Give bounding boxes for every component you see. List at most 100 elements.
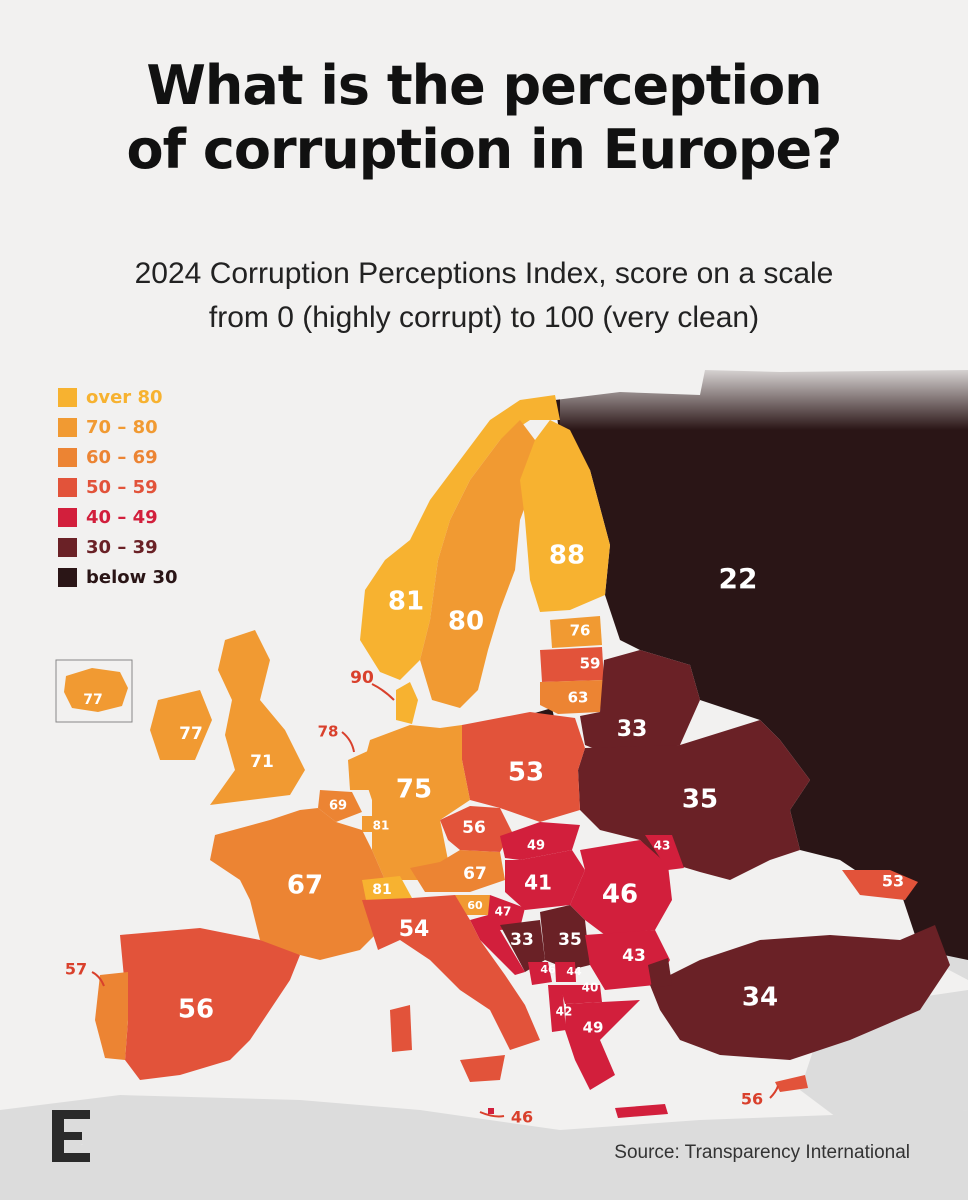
score-czechia: 56 bbox=[462, 818, 486, 838]
legend-swatch bbox=[58, 417, 77, 437]
legend-label: 30 – 39 bbox=[86, 536, 158, 558]
iceland-inset-frame bbox=[55, 659, 133, 723]
subtitle-line-1: 2024 Corruption Perceptions Index, score… bbox=[134, 257, 834, 290]
score-georgia: 53 bbox=[882, 872, 904, 891]
score-bulgaria: 43 bbox=[622, 946, 646, 966]
score-romania: 46 bbox=[602, 880, 638, 910]
title-line-2: of corruption in Europe? bbox=[126, 118, 843, 181]
legend-swatch bbox=[58, 447, 77, 467]
country-serbia bbox=[540, 905, 590, 970]
country-portugal bbox=[95, 972, 128, 1060]
country-germany bbox=[362, 725, 470, 880]
country-italy bbox=[362, 895, 540, 1050]
score-greece: 49 bbox=[583, 1019, 604, 1037]
country-turkey bbox=[650, 925, 950, 1060]
country-italy-sicily bbox=[460, 1055, 505, 1082]
score-belgium: 69 bbox=[329, 799, 347, 814]
country-croatia bbox=[470, 895, 525, 975]
legend-item: 30 – 39 bbox=[58, 532, 178, 562]
page-subtitle: 2024 Corruption Perceptions Index, score… bbox=[0, 252, 968, 340]
country-albania bbox=[548, 985, 566, 1032]
leader-malta bbox=[479, 1111, 505, 1118]
country-spain bbox=[120, 928, 300, 1080]
score-belarus: 33 bbox=[617, 717, 648, 742]
score-netherlands: 78 bbox=[318, 723, 339, 741]
score-poland: 53 bbox=[508, 758, 544, 788]
score-kosovo: 44 bbox=[566, 965, 582, 978]
legend-item: 60 – 69 bbox=[58, 442, 178, 472]
russia-top-fade bbox=[560, 360, 968, 430]
legend-swatch bbox=[58, 387, 77, 407]
score-finland: 88 bbox=[549, 541, 585, 571]
score-north-macedonia: 40 bbox=[582, 981, 599, 995]
score-albania: 42 bbox=[556, 1005, 573, 1019]
score-montenegro: 46 bbox=[540, 963, 556, 976]
legend-swatch bbox=[58, 507, 77, 527]
legend-label: over 80 bbox=[86, 386, 163, 408]
score-bosnia: 33 bbox=[510, 930, 534, 950]
country-bosnia bbox=[500, 920, 545, 972]
score-luxembourg: 81 bbox=[373, 819, 390, 833]
score-france: 67 bbox=[287, 871, 323, 901]
country-norway bbox=[360, 395, 560, 680]
country-montenegro bbox=[528, 962, 552, 985]
country-ukraine bbox=[578, 720, 810, 880]
score-croatia: 47 bbox=[495, 905, 512, 919]
score-germany: 75 bbox=[396, 775, 432, 805]
source-credit: Source: Transparency International bbox=[614, 1142, 910, 1163]
legend-label: 40 – 49 bbox=[86, 506, 158, 528]
country-iceland bbox=[64, 668, 128, 712]
score-switzerland: 81 bbox=[372, 882, 391, 898]
score-sweden: 80 bbox=[448, 607, 484, 637]
country-greece-crete bbox=[615, 1104, 668, 1118]
legend-swatch bbox=[58, 537, 77, 557]
legend-item: over 80 bbox=[58, 382, 178, 412]
logo-letter: E bbox=[82, 1144, 83, 1146]
score-norway: 81 bbox=[388, 587, 424, 617]
legend-label: below 30 bbox=[86, 566, 178, 588]
country-estonia bbox=[550, 616, 602, 648]
score-serbia: 35 bbox=[558, 930, 582, 950]
legend-item: 70 – 80 bbox=[58, 412, 178, 442]
score-moldova: 43 bbox=[654, 839, 671, 853]
score-italy: 54 bbox=[399, 917, 430, 942]
country-italy-sardinia bbox=[390, 1005, 412, 1052]
legend-item: 40 – 49 bbox=[58, 502, 178, 532]
score-spain: 56 bbox=[178, 995, 214, 1025]
score-turkey: 34 bbox=[742, 983, 778, 1013]
country-lithuania bbox=[540, 680, 604, 714]
country-ireland bbox=[150, 690, 212, 760]
score-austria: 67 bbox=[463, 864, 487, 884]
score-cyprus: 56 bbox=[741, 1090, 763, 1109]
legend-item: 50 – 59 bbox=[58, 472, 178, 502]
legend-swatch bbox=[58, 477, 77, 497]
country-north-macedonia bbox=[560, 985, 602, 1004]
country-latvia bbox=[540, 647, 604, 682]
country-sweden bbox=[420, 420, 535, 708]
country-luxembourg bbox=[362, 816, 372, 832]
leader-netherlands bbox=[341, 731, 355, 753]
country-greece bbox=[565, 1000, 640, 1090]
score-uk: 71 bbox=[250, 752, 274, 772]
legend-swatch bbox=[58, 567, 77, 587]
score-denmark: 90 bbox=[350, 668, 374, 688]
country-kosovo bbox=[555, 962, 576, 982]
legend-label: 60 – 69 bbox=[86, 446, 158, 468]
score-ireland: 77 bbox=[179, 724, 203, 744]
country-cyprus bbox=[775, 1075, 808, 1092]
land-north-africa bbox=[0, 1095, 968, 1200]
score-latvia: 59 bbox=[580, 655, 601, 673]
score-hungary: 41 bbox=[524, 871, 552, 895]
score-slovakia: 49 bbox=[527, 839, 545, 854]
country-france bbox=[210, 808, 385, 960]
country-romania bbox=[570, 840, 672, 935]
country-slovakia bbox=[500, 822, 580, 860]
country-denmark bbox=[396, 682, 418, 724]
legend-item: below 30 bbox=[58, 562, 178, 592]
country-moldova bbox=[645, 835, 684, 870]
country-netherlands bbox=[348, 750, 372, 790]
country-malta bbox=[488, 1108, 494, 1114]
title-line-1: What is the perception bbox=[146, 54, 822, 117]
country-belgium bbox=[318, 790, 362, 822]
